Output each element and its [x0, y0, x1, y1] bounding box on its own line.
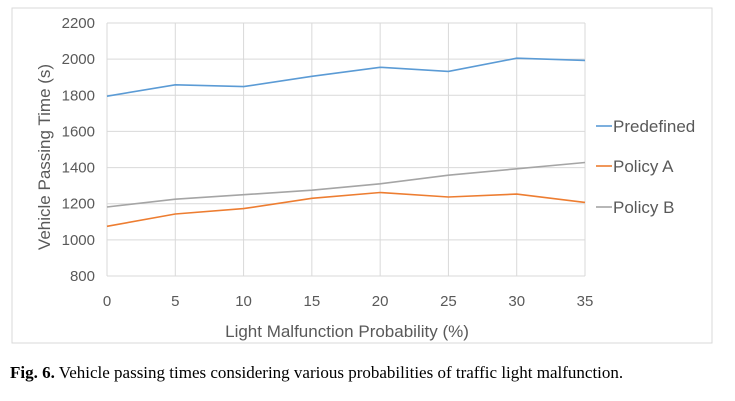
x-tick-label-3: 15 [304, 293, 321, 310]
series-line-predefined [106, 57, 586, 97]
y-tick-label-6: 2000 [62, 51, 95, 68]
y-tick-label-7: 2200 [62, 15, 95, 32]
chart-border [11, 7, 713, 344]
legend: Predefined Policy A Policy B [596, 117, 695, 217]
y-tick-label-0: 800 [70, 268, 95, 285]
x-tick-label-2: 10 [235, 293, 252, 310]
x-tick-label-5: 25 [440, 293, 457, 310]
tick-labels: 800 1000 1200 1400 1600 1800 2000 2200 0 5 10 15 20 2… [62, 15, 594, 310]
x-tick-label-6: 30 [508, 293, 525, 310]
figure-caption: Fig. 6. Vehicle passing times considerin… [10, 363, 730, 383]
series-line-policy-a [106, 191, 586, 228]
caption-text: Vehicle passing times considering variou… [54, 363, 624, 382]
x-tick-label-7: 35 [577, 293, 594, 310]
x-tick-label-0: 0 [103, 293, 111, 310]
y-tick-label-2: 1200 [62, 196, 95, 213]
caption-label: Fig. 6. [10, 363, 55, 382]
y-tick-label-4: 1600 [62, 123, 95, 140]
legend-label-2: Policy B [613, 198, 674, 217]
x-axis-title: Light Malfunction Probability (%) [225, 322, 469, 341]
line-chart: 800 1000 1200 1400 1600 1800 2000 2200 0 5 10 15 20 2… [11, 7, 713, 344]
y-tick-label-5: 1800 [62, 87, 95, 104]
legend-label-1: Policy A [613, 157, 674, 176]
x-tick-label-1: 5 [171, 293, 179, 310]
series-line-policy-b [106, 161, 586, 208]
x-tick-label-4: 20 [372, 293, 389, 310]
legend-label-0: Predefined [613, 117, 695, 136]
grid [106, 22, 586, 277]
y-axis-title: Vehicle Passing Time (s) [35, 64, 54, 250]
series-lines [106, 57, 586, 228]
y-tick-label-1: 1000 [62, 232, 95, 249]
y-tick-label-3: 1400 [62, 160, 95, 177]
